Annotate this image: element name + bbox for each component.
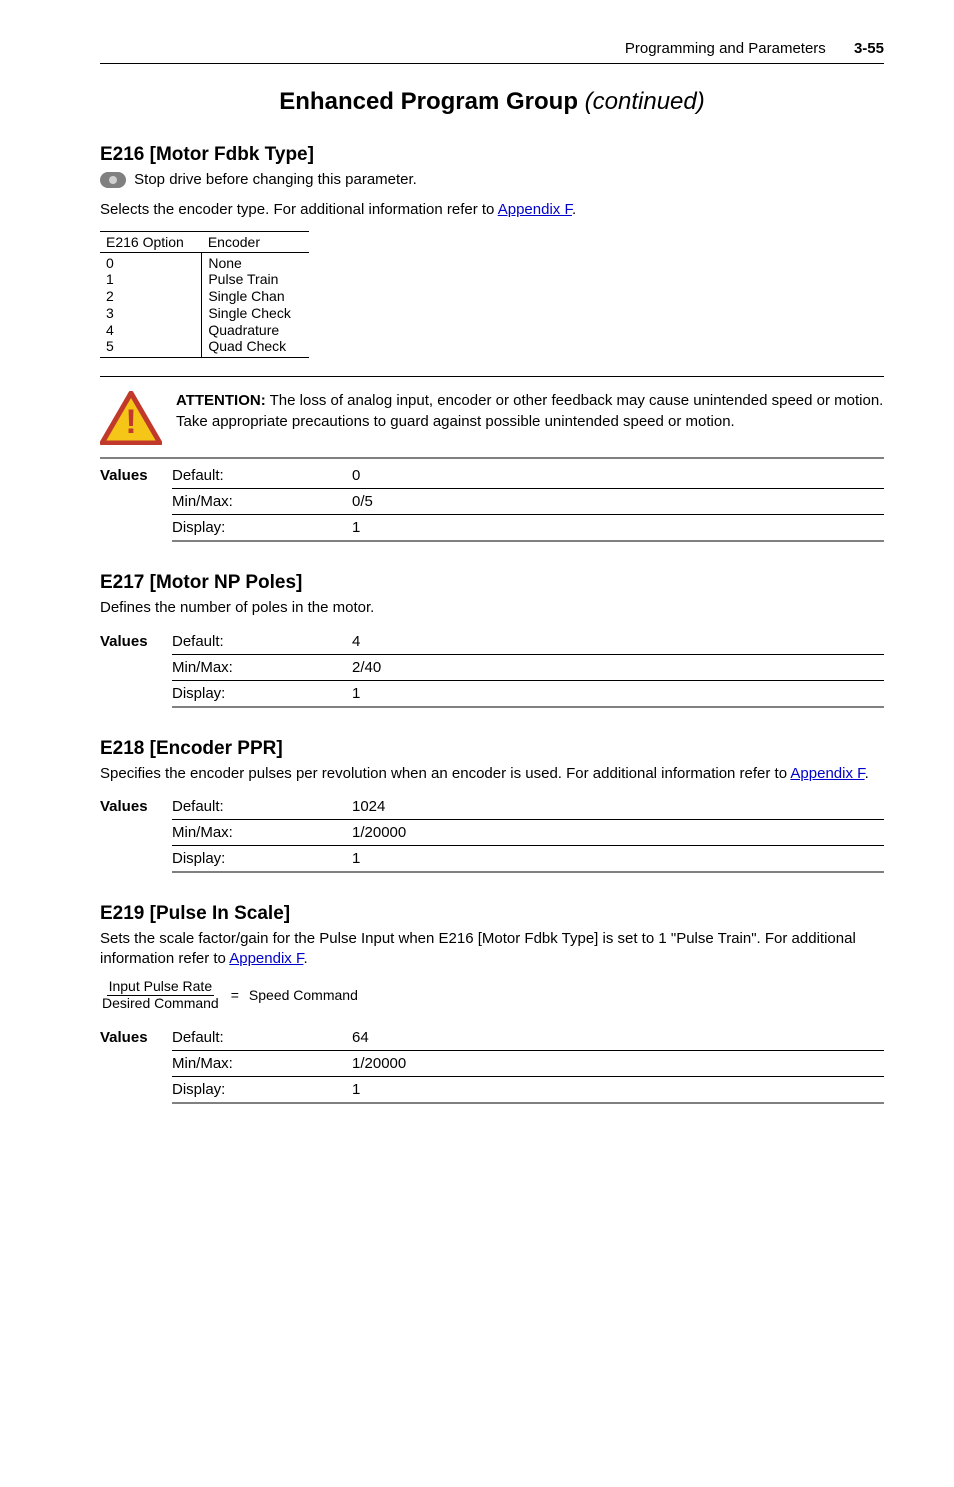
values-val: 1/20000 — [352, 1051, 884, 1077]
values-table: Values Default: 64 Min/Max: 1/20000 Disp… — [100, 1025, 884, 1104]
desc-prefix: Selects the encoder type. For additional… — [100, 201, 498, 218]
option-table-header: Encoder — [202, 231, 309, 252]
formula-equals: = — [231, 987, 239, 1003]
values-label: Values — [100, 629, 172, 707]
values-table: Values Default: 0 Min/Max: 0/5 Display: … — [100, 463, 884, 542]
values-val: 1024 — [352, 794, 884, 820]
page-header: Programming and Parameters 3-55 — [100, 40, 884, 64]
values-label: Values — [100, 1025, 172, 1103]
values-key: Default: — [172, 1025, 352, 1051]
formula-fraction: Input Pulse Rate Desired Command — [100, 979, 221, 1011]
values-val: 0 — [352, 463, 884, 489]
values-val: 4 — [352, 629, 884, 655]
values-key: Display: — [172, 1077, 352, 1104]
warning-icon: ! — [100, 391, 162, 445]
values-key: Display: — [172, 680, 352, 707]
formula-rhs: Speed Command — [249, 987, 358, 1003]
section-title-suffix: (continued) — [585, 88, 705, 115]
formula-numerator: Input Pulse Rate — [107, 979, 215, 995]
stop-text: Stop drive before changing this paramete… — [134, 171, 417, 188]
param-description: Specifies the encoder pulses per revolut… — [100, 764, 884, 784]
option-table-cell: 0 1 2 3 4 5 — [100, 252, 202, 358]
values-label: Values — [100, 794, 172, 872]
appendix-link[interactable]: Appendix F — [229, 950, 303, 967]
desc-suffix: . — [865, 765, 869, 782]
appendix-link[interactable]: Appendix F — [498, 201, 572, 218]
values-val: 1 — [352, 845, 884, 872]
values-label: Values — [100, 463, 172, 541]
attention-body: The loss of analog input, encoder or oth… — [176, 392, 883, 429]
attention-text: ATTENTION: The loss of analog input, enc… — [176, 391, 884, 432]
attention-label: ATTENTION: — [176, 392, 266, 409]
desc-prefix: Sets the scale factor/gain for the Pulse… — [100, 930, 856, 967]
values-key: Default: — [172, 629, 352, 655]
section-title-main: Enhanced Program Group — [279, 88, 578, 115]
values-key: Default: — [172, 794, 352, 820]
values-key: Min/Max: — [172, 819, 352, 845]
param-description: Defines the number of poles in the motor… — [100, 598, 884, 618]
values-key: Display: — [172, 845, 352, 872]
values-val: 1 — [352, 680, 884, 707]
param-description: Sets the scale factor/gain for the Pulse… — [100, 929, 884, 970]
values-val: 1 — [352, 1077, 884, 1104]
values-table: Values Default: 1024 Min/Max: 1/20000 Di… — [100, 794, 884, 873]
values-key: Display: — [172, 515, 352, 542]
values-val: 1 — [352, 515, 884, 542]
values-key: Min/Max: — [172, 654, 352, 680]
values-key: Min/Max: — [172, 1051, 352, 1077]
header-section: Programming and Parameters — [625, 40, 826, 57]
formula-denominator: Desired Command — [100, 996, 221, 1011]
param-heading: E218 [Encoder PPR] — [100, 738, 884, 760]
param-heading: E217 [Motor NP Poles] — [100, 572, 884, 594]
appendix-link[interactable]: Appendix F — [790, 765, 864, 782]
values-val: 64 — [352, 1025, 884, 1051]
param-e218: E218 [Encoder PPR] Specifies the encoder… — [100, 738, 884, 873]
values-table: Values Default: 4 Min/Max: 2/40 Display:… — [100, 629, 884, 708]
values-key: Default: — [172, 463, 352, 489]
option-table: E216 Option Encoder 0 1 2 3 4 5 None Pul… — [100, 231, 309, 359]
param-description: Selects the encoder type. For additional… — [100, 200, 884, 220]
param-heading: E219 [Pulse In Scale] — [100, 903, 884, 925]
values-val: 2/40 — [352, 654, 884, 680]
option-table-cell: None Pulse Train Single Chan Single Chec… — [202, 252, 309, 358]
param-heading: E216 [Motor Fdbk Type] — [100, 144, 884, 166]
desc-suffix: . — [572, 201, 576, 218]
desc-suffix: . — [303, 950, 307, 967]
desc-prefix: Specifies the encoder pulses per revolut… — [100, 765, 790, 782]
values-key: Min/Max: — [172, 489, 352, 515]
header-page-number: 3-55 — [854, 40, 884, 57]
stop-note: Stop drive before changing this paramete… — [100, 170, 884, 190]
stop-icon — [100, 172, 126, 188]
param-e219: E219 [Pulse In Scale] Sets the scale fac… — [100, 903, 884, 1104]
attention-block: ! ATTENTION: The loss of analog input, e… — [100, 376, 884, 459]
option-table-header: E216 Option — [100, 231, 202, 252]
param-e217: E217 [Motor NP Poles] Defines the number… — [100, 572, 884, 707]
param-e216: E216 [Motor Fdbk Type] Stop drive before… — [100, 144, 884, 542]
formula: Input Pulse Rate Desired Command = Speed… — [100, 979, 884, 1011]
svg-text:!: ! — [125, 403, 136, 441]
values-val: 1/20000 — [352, 819, 884, 845]
section-title: Enhanced Program Group (continued) — [100, 88, 884, 116]
values-val: 0/5 — [352, 489, 884, 515]
